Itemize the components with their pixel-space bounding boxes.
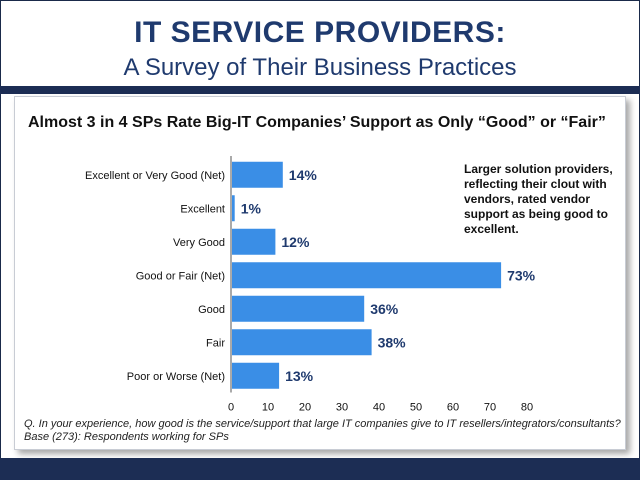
footnote-base: Base (273): Respondents working for SPs <box>24 431 229 443</box>
x-tick-label: 30 <box>336 402 348 414</box>
category-label: Fair <box>206 337 225 349</box>
page-subtitle: A Survey of Their Business Practices <box>123 54 517 81</box>
x-tick-label: 60 <box>447 402 459 414</box>
bar <box>232 161 283 188</box>
value-label: 13% <box>285 368 314 384</box>
category-label: Very Good <box>173 237 225 249</box>
value-label: 1% <box>241 200 262 216</box>
x-tick-label: 80 <box>521 402 533 414</box>
bar <box>232 262 502 289</box>
category-label: Excellent <box>180 203 225 215</box>
category-label: Poor or Worse (Net) <box>127 371 225 383</box>
x-tick-label: 40 <box>373 402 385 414</box>
value-label: 36% <box>370 301 399 317</box>
value-label: 12% <box>281 234 310 250</box>
category-label: Excellent or Very Good (Net) <box>85 170 225 182</box>
x-tick-label: 70 <box>484 402 496 414</box>
footnote-question: Q. In your experience, how good is the s… <box>24 418 621 430</box>
category-label: Good or Fair (Net) <box>136 270 225 282</box>
x-tick-label: 10 <box>262 402 274 414</box>
x-tick-label: 20 <box>299 402 311 414</box>
value-label: 73% <box>507 267 536 283</box>
chart-title: Almost 3 in 4 SPs Rate Big-IT Companies’… <box>28 114 606 131</box>
category-label: Good <box>198 304 225 316</box>
bar <box>232 362 280 389</box>
bottom-band <box>0 458 640 480</box>
bar <box>232 295 365 322</box>
callout-note: Larger solution providers, reflecting th… <box>464 162 613 236</box>
bar <box>232 228 276 255</box>
x-tick-label: 0 <box>228 402 234 414</box>
footnote: Q. In your experience, how good is the s… <box>24 418 624 444</box>
page-title: IT SERVICE PROVIDERS: <box>134 16 506 49</box>
value-label: 14% <box>289 167 318 183</box>
top-band <box>0 86 640 94</box>
x-tick-label: 50 <box>410 402 422 414</box>
bar <box>232 195 235 222</box>
bar <box>232 329 372 356</box>
value-label: 38% <box>378 334 407 350</box>
